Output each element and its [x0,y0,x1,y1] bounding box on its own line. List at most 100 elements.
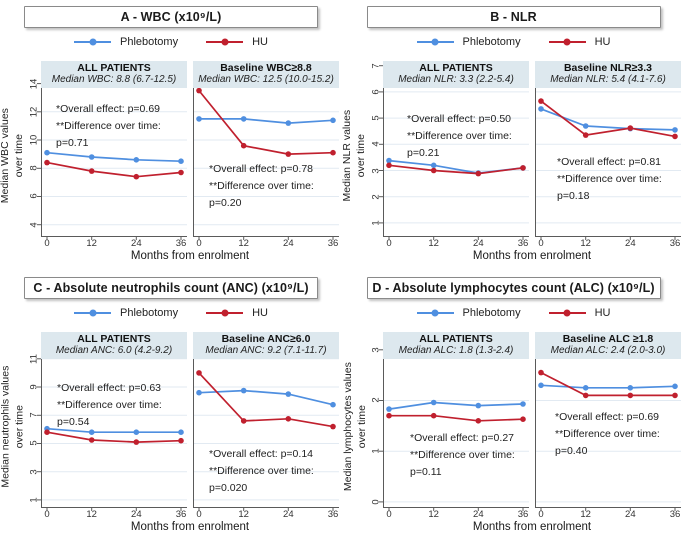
panel-d-title: D - Absolute lymphocytes count (ALC) (x1… [366,277,661,299]
panel-d-alc: D - Absolute lymphocytes count (ALC) (x1… [341,271,685,542]
subplot-header: ALL PATIENTS Median NLR: 3.3 (2.2-5.4) [383,61,529,89]
x-tick-label: 24 [473,509,484,520]
panel-a-title: A - WBC (x10⁹/L) [24,6,318,28]
y-axis-title: Median NLR values over time [341,109,368,202]
x-tick-label: 0 [386,509,392,520]
x-axis-title: Months from enrolment [472,250,592,262]
x-axis-ticks: 0 12 24 36 [383,508,529,521]
stats-annotation: *Overall effect: p=0.69 **Difference ove… [555,411,660,457]
legend-label-hu: HU [252,35,268,48]
line-plot [37,332,187,511]
subplots: ALL PATIENTS Median ALC: 1.8 (1.3-2.4) *… [379,332,681,521]
subplot-header: ALL PATIENTS Median ALC: 1.8 (1.3-2.4) [383,332,529,360]
stats-annotation: *Overall effect: p=0.14 **Difference ove… [209,448,314,494]
legend-label-hu: HU [252,306,268,319]
hu-line-marker-icon [548,38,586,45]
subplot-baseline-wbc: Baseline WBC≥8.8 Median WBC: 12.5 (10.0-… [193,61,339,250]
x-tick-label: 24 [131,509,142,520]
legend-label-phlebotomy: Phlebotomy [120,35,179,48]
subplot-all-patients: ALL PATIENTS Median WBC: 8.8 (6.7-12.5) … [37,61,187,250]
line-plot [535,332,681,511]
subplot-all-patients: ALL PATIENTS Median NLR: 3.3 (2.2-5.4) *… [379,61,529,250]
x-tick-label: 36 [175,238,187,249]
y-axis: 4 6 8 10 12 14 [26,61,41,250]
legend-item-hu: HU [206,307,268,319]
x-tick-label: 12 [428,238,439,249]
legend-item-phlebotomy: Phlebotomy [416,306,521,319]
x-tick-label: 24 [131,238,142,249]
subplot-header: Baseline ANC≥6.0 Median ANC: 9.2 (7.1-11… [193,332,339,360]
subplot-baseline-alc: Baseline ALC ≥1.8 Median ALC: 2.4 (2.0-3… [535,332,681,521]
line-plot [379,332,529,511]
x-tick-label: 0 [44,509,50,520]
x-tick-label: 36 [517,238,529,249]
y-axis: 1 3 5 7 9 11 [26,332,41,521]
stats-annotation: *Overall effect: p=0.78 **Difference ove… [209,163,314,209]
x-tick-label: 36 [175,509,187,520]
subplots: ALL PATIENTS Median ANC: 6.0 (4.2-9.2) *… [37,332,339,521]
x-tick-label: 12 [86,238,97,249]
x-axis-title: Months from enrolment [472,521,592,533]
subplot-header: ALL PATIENTS Median ANC: 6.0 (4.2-9.2) [41,332,187,360]
panel-b-title: B - NLR [366,6,661,28]
legend-label-hu: HU [594,306,611,319]
x-tick-label: 24 [625,238,636,249]
x-tick-label: 12 [580,509,591,520]
x-tick-label: 0 [386,238,392,249]
x-tick-label: 24 [283,509,294,520]
legend-label-phlebotomy: Phlebotomy [462,306,521,319]
x-tick-label: 12 [238,238,249,249]
subplot-header: Baseline WBC≥8.8 Median WBC: 12.5 (10.0-… [193,61,339,89]
hu-line-marker-icon [206,309,244,316]
legend: Phlebotomy HU [342,306,685,319]
legend-item-hu: HU [548,306,611,319]
x-axis-ticks: 0 12 24 36 [41,237,187,250]
stats-annotation: *Overall effect: p=0.63 **Difference ove… [57,382,162,428]
legend-label-phlebotomy: Phlebotomy [120,306,179,319]
x-axis-ticks: 0 12 24 36 [41,508,187,521]
x-axis-title: Months from enrolment [130,521,250,533]
panel-c-title: C - Absolute neutrophils count (ANC) (x1… [24,277,318,299]
x-tick-label: 0 [196,238,202,249]
stats-annotation: *Overall effect: p=0.69 **Difference ove… [56,103,161,149]
legend: Phlebotomy HU [342,35,685,48]
stats-annotation: *Overall effect: p=0.50 **Difference ove… [407,113,512,159]
legend-item-phlebotomy: Phlebotomy [74,36,178,48]
x-tick-label: 36 [327,509,339,520]
x-tick-label: 36 [669,238,681,249]
panel-b-nlr: B - NLR Phlebotomy HU Median NLR values … [341,0,685,271]
x-tick-label: 0 [196,509,202,520]
x-tick-label: 24 [283,238,294,249]
x-axis-title: Months from enrolment [130,250,250,262]
x-tick-label: 12 [580,238,591,249]
x-tick-label: 36 [327,238,339,249]
panel-c-anc: C - Absolute neutrophils count (ANC) (x1… [0,271,342,542]
subplot-all-patients: ALL PATIENTS Median ALC: 1.8 (1.3-2.4) *… [379,332,529,521]
legend-item-hu: HU [548,36,610,48]
y-axis-title: Median lymphocytes values over time [341,362,368,491]
x-tick-label: 36 [669,509,681,520]
x-tick-label: 0 [538,509,544,520]
legend-item-phlebotomy: Phlebotomy [416,35,521,48]
legend-item-phlebotomy: Phlebotomy [74,307,178,319]
x-axis-ticks: 0 12 24 36 [193,237,339,250]
hu-line-marker-icon [206,38,244,45]
phlebotomy-line-marker-icon [416,309,454,316]
panel-a-wbc: A - WBC (x10⁹/L) Phlebotomy HU Median WB… [0,0,342,271]
subplot-header: ALL PATIENTS Median WBC: 8.8 (6.7-12.5) [41,61,187,89]
x-tick-label: 24 [473,238,484,249]
x-axis-ticks: 0 12 24 36 [383,237,529,250]
legend-item-hu: HU [206,36,268,48]
legend-label-phlebotomy: Phlebotomy [462,35,521,48]
y-axis-title: Median neutrophils values over time [0,365,25,488]
phlebotomy-line-marker-icon [416,38,454,45]
chart-area: Median WBC values over time 4 6 8 10 12 14 AL… [0,61,342,250]
x-tick-label: 24 [625,509,636,520]
x-tick-label: 0 [538,238,544,249]
subplots: ALL PATIENTS Median WBC: 8.8 (6.7-12.5) … [37,61,339,250]
x-axis-ticks: 0 12 24 36 [535,237,681,250]
